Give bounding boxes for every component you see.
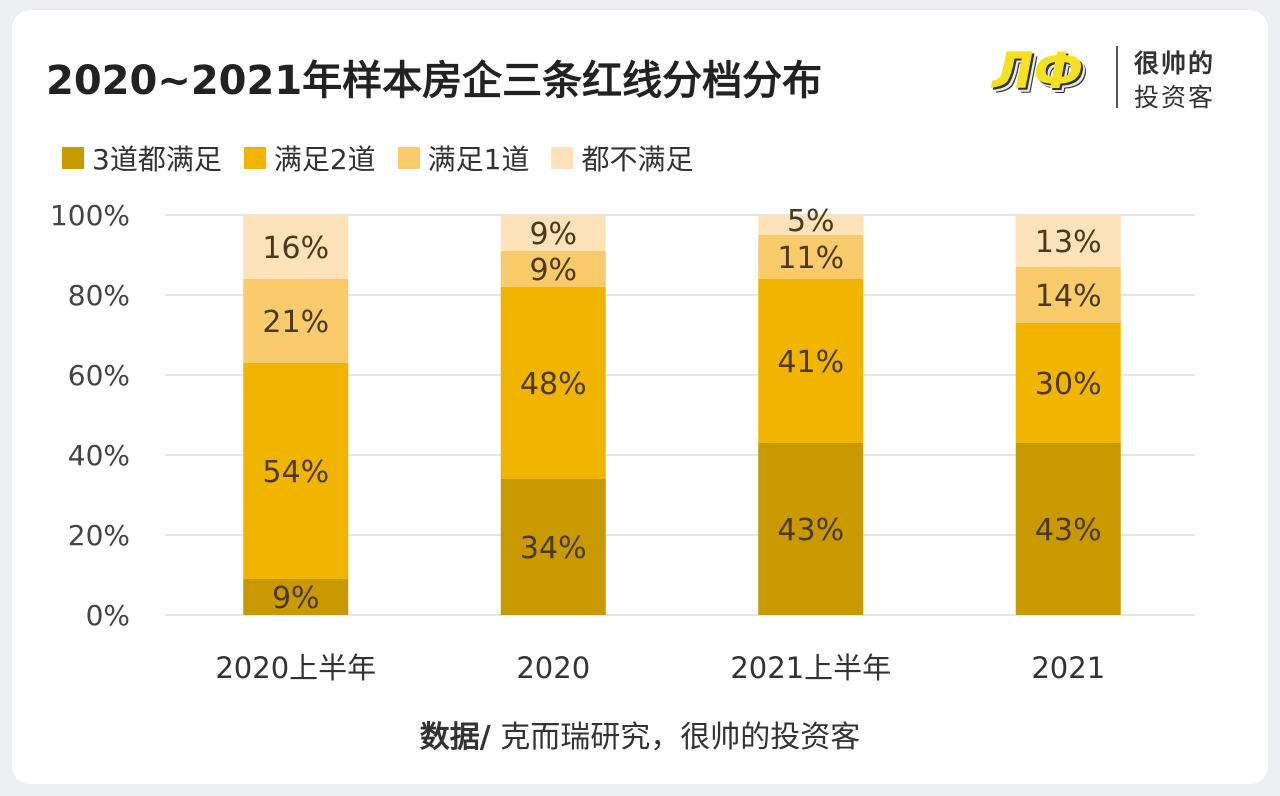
x-tick-label: 2020上半年 (215, 651, 376, 685)
data-label: 11% (777, 241, 844, 276)
data-label: 43% (777, 513, 844, 548)
source-text: 克而瑞研究，很帅的投资客 (490, 720, 861, 755)
data-label: 16% (262, 231, 329, 266)
bar-segment (243, 579, 349, 615)
logo: ЛФ 很帅的 投资客 (992, 40, 1262, 115)
data-label: 30% (1035, 367, 1102, 402)
data-label: 21% (262, 305, 329, 340)
data-label: 9% (529, 253, 577, 288)
bar-segment (758, 215, 864, 235)
legend-label: 3道都满足 (92, 143, 222, 176)
logo-text-line1: 很帅的 (1134, 49, 1216, 78)
source-note: 数据/ 克而瑞研究，很帅的投资客 (0, 712, 1280, 756)
data-label: 41% (777, 345, 844, 380)
legend: 3道都满足 满足2道 满足1道 都不满足 (62, 138, 694, 178)
bar-segment (758, 235, 864, 279)
legend-swatch (62, 147, 84, 169)
logo-mark: ЛФ (992, 42, 1084, 100)
x-tick-label: 2021上半年 (730, 651, 891, 685)
legend-item: 都不满足 (551, 138, 694, 178)
logo-divider (1116, 46, 1118, 108)
bar-segment (1015, 443, 1121, 615)
bar-segment (243, 279, 349, 363)
bar-segment (243, 215, 349, 279)
legend-label: 满足2道 (273, 143, 376, 176)
legend-swatch (551, 147, 574, 169)
y-tick-label: 20% (68, 519, 130, 552)
bar-segment (1015, 215, 1121, 267)
bar-segment (758, 443, 864, 615)
bar-segment (1015, 267, 1121, 323)
bar-segment (500, 215, 606, 251)
legend-item: 满足1道 (397, 138, 530, 178)
data-label: 43% (1035, 513, 1102, 548)
bar-segment (500, 251, 606, 287)
bar-segment (243, 363, 349, 579)
legend-label: 满足1道 (427, 143, 530, 176)
legend-swatch (243, 147, 266, 169)
bar-segment (500, 287, 606, 479)
legend-swatch (397, 147, 420, 169)
y-tick-label: 100% (50, 199, 130, 232)
y-tick-label: 60% (68, 359, 130, 392)
data-label: 9% (272, 581, 320, 616)
x-tick-label: 2021 (1031, 651, 1105, 685)
legend-item: 3道都满足 (62, 138, 222, 178)
data-label: 54% (262, 455, 329, 490)
y-tick-label: 80% (68, 279, 130, 312)
data-label: 13% (1035, 225, 1102, 260)
data-label: 34% (520, 531, 587, 566)
y-tick-label: 40% (68, 439, 130, 472)
chart-title: 2020~2021年样本房企三条红线分档分布 (46, 58, 823, 104)
data-label: 9% (529, 217, 577, 252)
data-label: 14% (1035, 279, 1102, 314)
legend-item: 满足2道 (243, 138, 376, 178)
bar-segment (758, 279, 864, 443)
data-label: 5% (787, 204, 835, 239)
legend-label: 都不满足 (581, 143, 694, 176)
source-label: 数据/ (419, 720, 491, 755)
data-label: 48% (520, 367, 587, 402)
bar-segment (500, 479, 606, 615)
logo-text-line2: 投资客 (1134, 83, 1216, 112)
y-tick-label: 0% (86, 599, 130, 632)
x-tick-label: 2020 (516, 651, 590, 685)
bar-segment (1015, 323, 1121, 443)
